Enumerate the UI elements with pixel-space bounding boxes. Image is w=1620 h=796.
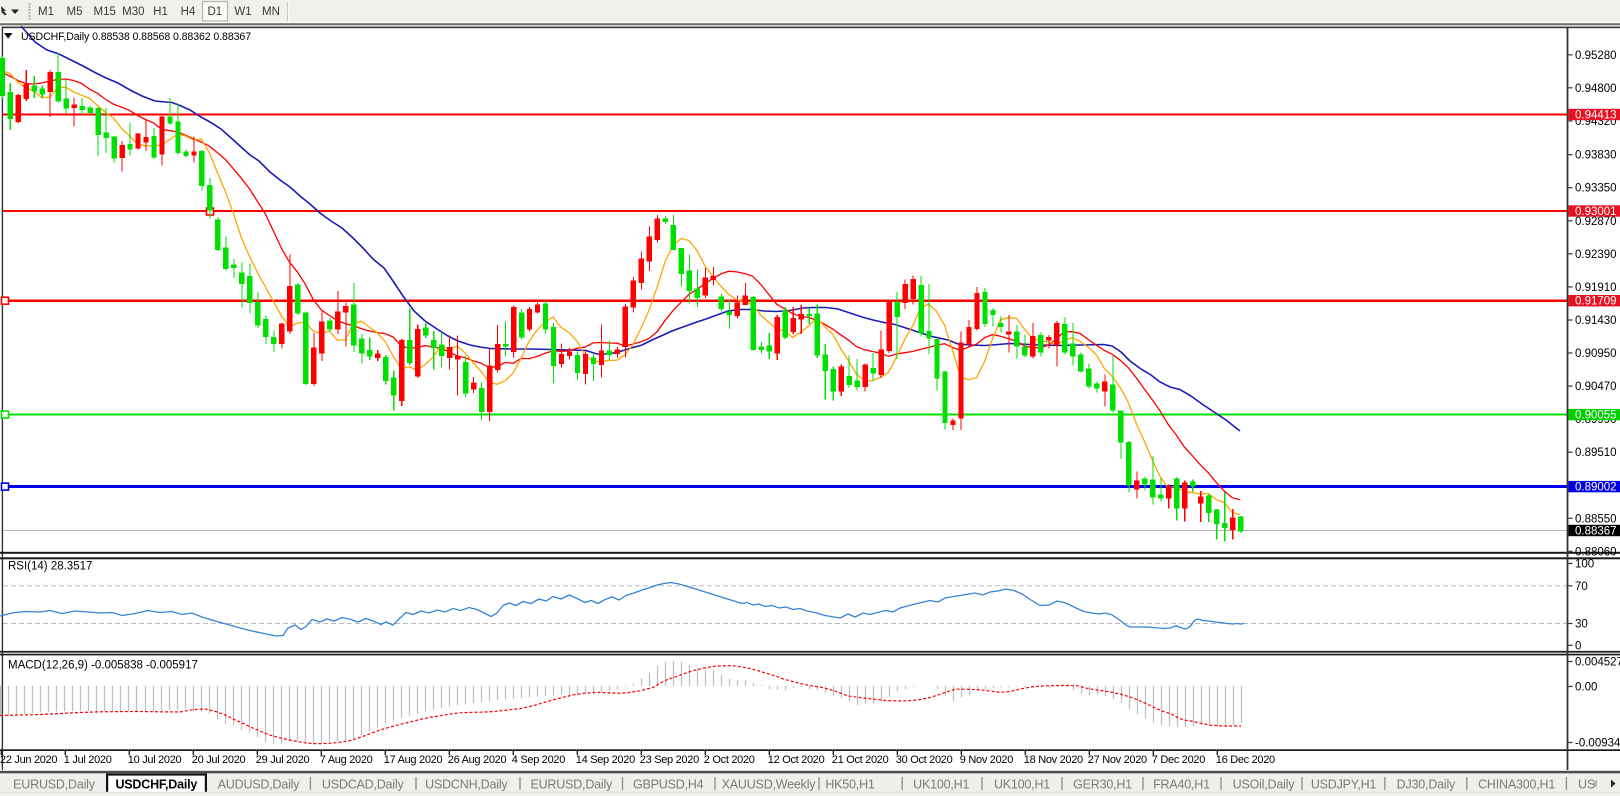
svg-text:7 Dec 2020: 7 Dec 2020 (1152, 754, 1205, 766)
svg-text:20 Jul 2020: 20 Jul 2020 (192, 754, 246, 766)
svg-text:17 Aug 2020: 17 Aug 2020 (384, 754, 443, 766)
svg-text:10 Jul 2020: 10 Jul 2020 (128, 754, 182, 766)
svg-text:USDCHF,Daily 0.88538 0.88568: USDCHF,Daily 0.88538 0.88568 0.88362 0.8… (21, 31, 251, 43)
svg-text:UK100,H1: UK100,H1 (994, 777, 1050, 791)
svg-text:AUDUSD,Daily: AUDUSD,Daily (218, 777, 301, 791)
svg-text:USOil,Daily: USOil,Daily (1233, 777, 1296, 791)
svg-text:-0.009348: -0.009348 (1575, 738, 1620, 750)
svg-text:1 Jul 2020: 1 Jul 2020 (64, 754, 112, 766)
svg-text:DJ30,Daily: DJ30,Daily (1397, 777, 1456, 791)
svg-text:0.95280: 0.95280 (1575, 50, 1617, 62)
svg-text:M15: M15 (94, 6, 116, 18)
svg-text:CHINA300,H1: CHINA300,H1 (1478, 777, 1555, 791)
svg-text:USDCAD,Daily: USDCAD,Daily (322, 777, 405, 791)
svg-text:HK50,H1: HK50,H1 (825, 777, 875, 791)
svg-text:0.93830: 0.93830 (1575, 150, 1617, 162)
svg-text:2 Oct 2020: 2 Oct 2020 (704, 754, 755, 766)
svg-text:0.92870: 0.92870 (1575, 216, 1617, 228)
svg-text:0.92390: 0.92390 (1575, 249, 1617, 261)
svg-text:100: 100 (1575, 559, 1594, 571)
svg-text:70: 70 (1575, 581, 1588, 593)
svg-text:D1: D1 (207, 6, 222, 18)
svg-text:UK100,H1: UK100,H1 (913, 777, 969, 791)
svg-text:27 Nov 2020: 27 Nov 2020 (1088, 754, 1147, 766)
svg-text:0.93350: 0.93350 (1575, 183, 1617, 195)
svg-text:0.90950: 0.90950 (1575, 348, 1617, 360)
svg-text:0.00: 0.00 (1575, 682, 1597, 694)
svg-text:EURUSD,Daily: EURUSD,Daily (530, 777, 613, 791)
svg-text:9 Nov 2020: 9 Nov 2020 (960, 754, 1013, 766)
svg-text:0.88060: 0.88060 (1575, 546, 1617, 558)
svg-text:0.94413: 0.94413 (1575, 110, 1617, 122)
svg-text:0.89510: 0.89510 (1575, 447, 1617, 459)
svg-text:0.004527: 0.004527 (1575, 657, 1620, 669)
svg-text:US: US (1578, 777, 1595, 791)
svg-text:30: 30 (1575, 619, 1588, 631)
svg-text:21 Oct 2020: 21 Oct 2020 (832, 754, 889, 766)
svg-text:29 Jul 2020: 29 Jul 2020 (256, 754, 310, 766)
svg-text:0.93001: 0.93001 (1575, 206, 1617, 218)
svg-text:23 Sep 2020: 23 Sep 2020 (640, 754, 699, 766)
svg-text:0: 0 (1575, 640, 1581, 652)
svg-text:14 Sep 2020: 14 Sep 2020 (576, 754, 635, 766)
svg-text:0.94800: 0.94800 (1575, 83, 1617, 95)
svg-text:0.91430: 0.91430 (1575, 315, 1617, 327)
svg-text:USDCNH,Daily: USDCNH,Daily (425, 777, 508, 791)
svg-text:GBPUSD,H4: GBPUSD,H4 (633, 777, 704, 791)
svg-text:7 Aug 2020: 7 Aug 2020 (320, 754, 373, 766)
svg-text:XAUUSD,Weekly: XAUUSD,Weekly (722, 777, 817, 791)
svg-text:0.91709: 0.91709 (1575, 296, 1617, 308)
svg-text:MN: MN (262, 6, 280, 18)
svg-text:26 Aug 2020: 26 Aug 2020 (448, 754, 507, 766)
svg-text:W1: W1 (234, 6, 251, 18)
svg-text:22 Jun 2020: 22 Jun 2020 (0, 754, 57, 766)
svg-text:H1: H1 (153, 6, 168, 18)
svg-text:0.90470: 0.90470 (1575, 381, 1617, 393)
svg-text:16 Dec 2020: 16 Dec 2020 (1216, 754, 1275, 766)
svg-text:0.88550: 0.88550 (1575, 513, 1617, 525)
svg-text:0.90055: 0.90055 (1575, 410, 1617, 422)
svg-text:18 Nov 2020: 18 Nov 2020 (1024, 754, 1083, 766)
svg-text:0.89002: 0.89002 (1575, 482, 1617, 494)
svg-text:USDCHF,Daily: USDCHF,Daily (115, 777, 197, 791)
svg-text:M1: M1 (38, 6, 54, 18)
svg-text:M30: M30 (122, 6, 144, 18)
svg-text:4 Sep 2020: 4 Sep 2020 (512, 754, 565, 766)
svg-text:0.91910: 0.91910 (1575, 282, 1617, 294)
svg-text:H4: H4 (181, 6, 196, 18)
svg-text:0.88367: 0.88367 (1575, 526, 1617, 538)
svg-text:30 Oct 2020: 30 Oct 2020 (896, 754, 953, 766)
svg-text:EURUSD,Daily: EURUSD,Daily (13, 777, 96, 791)
svg-text:FRA40,H1: FRA40,H1 (1153, 777, 1210, 791)
svg-text:USDJPY,H1: USDJPY,H1 (1311, 777, 1377, 791)
svg-text:GER30,H1: GER30,H1 (1073, 777, 1132, 791)
svg-text:M5: M5 (67, 6, 83, 18)
svg-text:12 Oct 2020: 12 Oct 2020 (768, 754, 825, 766)
svg-text:RSI(14) 28.3517: RSI(14) 28.3517 (8, 561, 92, 573)
svg-text:MACD(12,26,9) -0.005838 -0.005: MACD(12,26,9) -0.005838 -0.005917 (8, 660, 198, 672)
